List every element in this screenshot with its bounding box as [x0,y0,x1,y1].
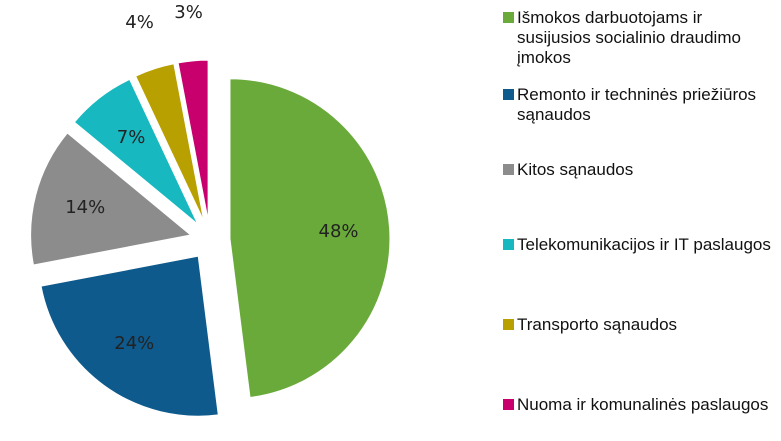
legend-item: Remonto ir techninės priežiūros sąnaudos [503,85,773,125]
pie-slice [135,63,205,222]
legend-label: Transporto sąnaudos [517,315,678,334]
legend-swatch [503,12,514,23]
legend-swatch [503,89,514,100]
pie-slice [177,59,209,221]
legend-label: Kitos sąnaudos [517,160,634,179]
pie-area: 48% 24% 14% 7% 4% 3% [30,2,391,417]
legend-swatch [503,164,514,175]
pie-slice [30,132,192,266]
legend-item: Išmokos darbuotojams ir susijusios socia… [503,8,773,68]
legend-label: Telekomunikacijos ir IT paslaugos [517,235,771,254]
data-label: 7% [117,127,146,148]
legend-swatch [503,239,514,250]
pie-slice [40,255,219,417]
legend-label: Remonto ir techninės priežiūros sąnaudos [517,85,757,124]
data-label: 48% [319,221,359,242]
legend-swatch [503,319,514,330]
pie-slice [229,78,391,399]
data-label: 3% [174,2,203,23]
legend-item: Telekomunikacijos ir IT paslaugos [503,235,773,255]
legend-label: Nuoma ir komunalinės paslaugos [517,395,769,414]
data-label: 4% [125,12,154,33]
legend-item: Kitos sąnaudos [503,160,773,180]
data-label: 24% [114,333,154,354]
legend-item: Nuoma ir komunalinės paslaugos [503,395,773,415]
legend-swatch [503,399,514,410]
pie-slice [73,78,199,225]
legend-label: Išmokos darbuotojams ir susijusios socia… [517,8,741,67]
data-label: 14% [65,197,105,218]
legend-item: Transporto sąnaudos [503,315,773,335]
